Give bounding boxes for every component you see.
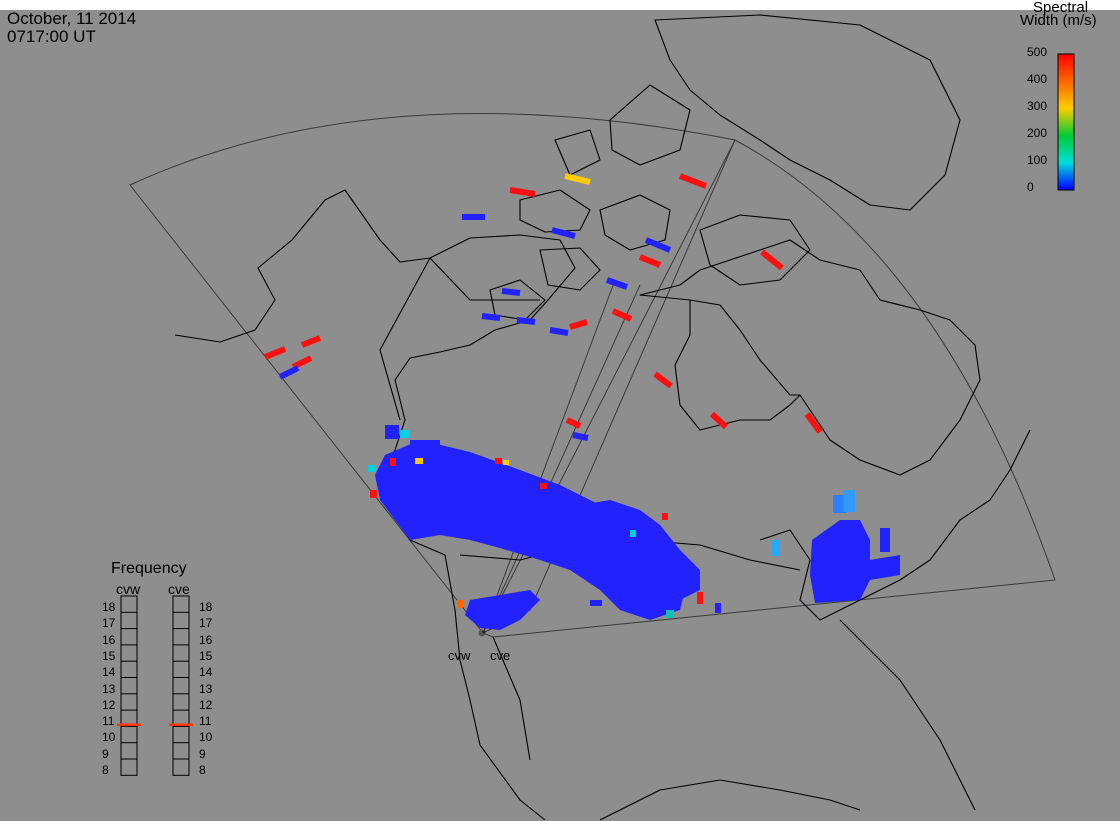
frequency-title: Frequency — [111, 560, 187, 577]
coastlines — [174, 14, 1031, 821]
frequency-cvw-label: cvw — [116, 581, 141, 597]
colorbar-title-1: Spectral — [1033, 0, 1089, 16]
scatter-cell — [291, 355, 313, 370]
scatter-cell — [638, 254, 662, 268]
scatter-cell — [644, 237, 672, 253]
radar-west-label: cvw — [448, 648, 471, 663]
frequency-scale-label: 10 — [102, 730, 116, 745]
scatter-cell — [501, 288, 521, 296]
colorbar-tick-label: 400 — [1027, 72, 1048, 86]
frequency-scale-label: 13 — [102, 681, 116, 696]
colorbar-tick-label: 500 — [1027, 45, 1048, 59]
scatter-cell — [457, 600, 463, 608]
colorbar-title-2: Width (m/s) — [1020, 12, 1097, 29]
colorbar — [1057, 53, 1075, 191]
frequency-scale-label: 12 — [102, 697, 116, 712]
scatter-cell — [375, 440, 690, 620]
frequency-scale-label: 11 — [199, 714, 212, 729]
frequency-scale-label: 17 — [102, 616, 116, 631]
scatter-cell — [540, 483, 547, 489]
scatter-cell — [368, 465, 376, 472]
frequency-scale-label: 18 — [199, 600, 213, 614]
scatter-cell — [565, 417, 582, 429]
frequency-cve-label: cve — [168, 581, 190, 597]
scatter-cell — [590, 600, 602, 606]
scatter-cell — [606, 277, 628, 290]
scatter-cell — [760, 249, 784, 271]
frequency-scale-label: 13 — [199, 681, 213, 696]
frequency-gauge-cvw — [120, 595, 138, 776]
frequency-scale-label: 16 — [102, 632, 116, 647]
scatter-cell — [263, 346, 287, 360]
scatter-cell — [415, 458, 423, 464]
scatter-cell — [300, 335, 322, 348]
cvw-fov — [129, 113, 736, 634]
scatter-cell — [551, 227, 576, 239]
scatter-cell — [503, 460, 509, 465]
frequency-gauge-cve — [172, 595, 190, 776]
colorbar-gradient — [1057, 53, 1075, 191]
frequency-scale-label: 12 — [199, 697, 213, 712]
scatter-cell — [569, 319, 588, 330]
scatter-cell — [495, 458, 502, 464]
scatter-cell — [572, 432, 589, 441]
scatter-cell — [564, 173, 591, 185]
radar-east-label: cve — [490, 648, 511, 663]
scatter-cell — [804, 412, 823, 434]
backscatter-layer — [263, 173, 900, 630]
scatter-cell — [697, 592, 703, 604]
scatter-cell — [810, 520, 900, 603]
time-label: 0717:00 UT — [7, 27, 96, 46]
scatter-cell — [630, 530, 636, 537]
date-label: October, 11 2014 — [7, 9, 137, 28]
scatter-cell — [385, 425, 399, 439]
frequency-scale-label: 15 — [102, 648, 116, 663]
colorbar-tick-label: 100 — [1027, 153, 1048, 167]
scatter-cell — [666, 610, 674, 618]
scatter-cell — [678, 173, 708, 189]
frequency-scale-label: 16 — [199, 632, 213, 647]
scatter-cell — [400, 430, 410, 438]
frequency-scale-label: 14 — [102, 665, 116, 680]
cve-fov — [482, 139, 1056, 638]
colorbar-tick-label: 300 — [1027, 99, 1048, 113]
scatter-cell — [880, 528, 890, 552]
scatter-cell — [709, 411, 729, 430]
scatter-cell — [370, 490, 377, 498]
scatter-cell — [772, 540, 780, 556]
scatter-cell — [410, 440, 440, 460]
radar-sites — [478, 629, 486, 637]
frequency-scale-label: 14 — [199, 665, 213, 680]
colorbar-tick-label: 0 — [1027, 180, 1034, 194]
frequency-scale-label: 9 — [199, 746, 206, 761]
frequency-scale-label: 17 — [199, 616, 213, 631]
fov-outlines — [129, 113, 1056, 638]
scatter-cell — [611, 308, 633, 322]
beam-line — [482, 279, 616, 634]
beam-line-2 — [482, 284, 641, 634]
frequency-scale-label: 15 — [199, 648, 213, 663]
map-canvas — [117, 14, 1075, 821]
colorbar-tick-label: 200 — [1027, 126, 1048, 140]
scatter-cell — [390, 458, 396, 466]
scatter-cell — [662, 513, 668, 520]
frequency-scale-label: 10 — [199, 730, 213, 745]
scatter-cell — [653, 371, 673, 389]
scatter-cell — [843, 490, 855, 512]
frequency-scale-label: 11 — [102, 714, 115, 729]
frequency-scale-label: 8 — [102, 763, 109, 777]
frequency-scale-label: 9 — [102, 746, 109, 761]
scatter-cell — [580, 500, 700, 600]
frequency-gauges — [117, 595, 193, 776]
map-view[interactable] — [0, 10, 1120, 821]
scatter-cell — [715, 603, 721, 613]
scatter-cell — [516, 317, 536, 325]
frequency-scale-label: 18 — [102, 600, 116, 614]
scatter-cell — [509, 187, 536, 197]
scatter-cell — [278, 365, 300, 380]
scatter-cell — [465, 590, 540, 630]
scatter-cell — [481, 313, 501, 321]
frequency-scale-label: 8 — [199, 763, 206, 777]
scatter-cell — [549, 327, 569, 336]
